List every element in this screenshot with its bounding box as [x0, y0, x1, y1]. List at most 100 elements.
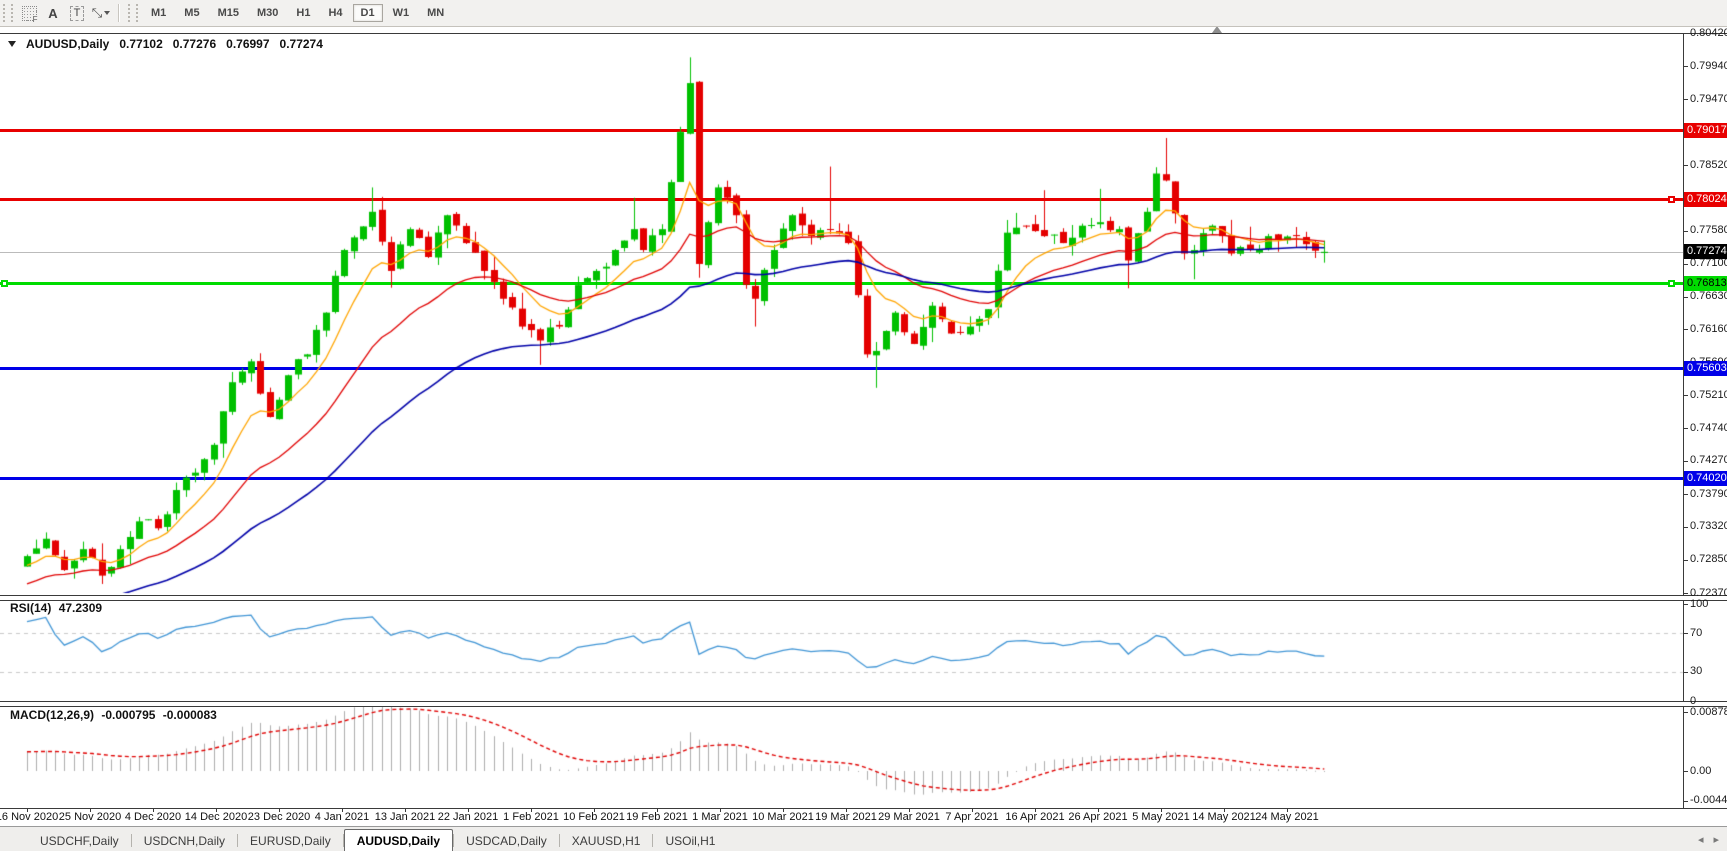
price-axis-label: 0.76630	[1690, 290, 1727, 303]
timeframe-button-m1[interactable]: M1	[151, 7, 167, 19]
macd-axis-tick	[1683, 800, 1688, 802]
symbol-tab-eurusd[interactable]: EURUSD,Daily	[250, 834, 331, 848]
time-axis-label: 16 Apr 2021	[1005, 811, 1065, 823]
time-axis-label: 13 Jan 2021	[374, 811, 436, 823]
price-axis-tick	[1683, 460, 1688, 462]
dropdown-caret-icon	[104, 11, 111, 15]
boxed-t-glyph: T	[69, 5, 85, 21]
tab-separator	[237, 834, 239, 847]
time-axis-label: 23 Dec 2020	[247, 811, 311, 823]
time-axis-tick	[1161, 808, 1162, 812]
text-cursor-icon[interactable]: A	[42, 3, 64, 23]
price-axis-tick	[1683, 526, 1688, 528]
symbol-tab-xauusd[interactable]: XAUUSD,H1	[571, 834, 641, 848]
timeframe-button-m5[interactable]: M5	[184, 7, 200, 19]
symbol-tab-usdcad[interactable]: USDCAD,Daily	[466, 834, 547, 848]
time-axis-tick	[1224, 808, 1225, 812]
price-axis-label: 0.77580	[1690, 224, 1727, 237]
symbol-tab-usdcnh[interactable]: USDCNH,Daily	[143, 834, 226, 848]
time-axis-label: 16 Nov 2020	[0, 811, 59, 823]
tab-separator	[652, 834, 654, 847]
time-axis-tick	[279, 808, 280, 812]
macd-axis-label: -0.004451	[1690, 794, 1727, 807]
symbol-tab-usdchf[interactable]: USDCHF,Daily	[40, 834, 119, 848]
time-axis-label: 14 May 2021	[1192, 811, 1256, 823]
chart-title: AUDUSD,Daily 0.77102 0.77276 0.76997 0.7…	[8, 37, 327, 51]
time-axis-label: 25 Nov 2020	[58, 811, 122, 823]
price-badge-0.74020: 0.74020	[1684, 470, 1727, 486]
timeframe-button-h4[interactable]: H4	[328, 7, 343, 19]
tab-scroll-right-icon[interactable]: ▸	[1713, 834, 1719, 846]
price-axis-tick	[1683, 296, 1688, 298]
time-axis-tick	[90, 808, 91, 812]
time-axis-label: 22 Jan 2021	[437, 811, 499, 823]
timeframe-button-h1[interactable]: H1	[296, 7, 311, 19]
toolbar-grip-2[interactable]	[128, 4, 138, 22]
macd-value: -0.000795	[101, 708, 156, 722]
rsi-axis-tick	[1683, 671, 1688, 673]
rsi-macd-separator[interactable]	[0, 701, 1727, 707]
price-axis-tick	[1683, 559, 1688, 561]
main-rsi-separator[interactable]	[0, 595, 1727, 601]
chart-shift-marker[interactable]	[1212, 26, 1222, 33]
arrows-tool-icon[interactable]: ⤡	[90, 3, 112, 23]
toolbar: F A T ⤡ M1 M5 M15 M30 H1 H4 D1 W1 MN	[0, 0, 1727, 27]
time-axis-tick	[1035, 808, 1036, 812]
toolbar-grip[interactable]	[3, 4, 13, 22]
price-axis-label: 0.77100	[1690, 257, 1727, 270]
time-axis-tick	[216, 808, 217, 812]
grid-f-icon[interactable]: F	[18, 3, 40, 24]
symbol-tab-usoil[interactable]: USOil,H1	[665, 834, 716, 848]
macd-axis-label: 0.00	[1690, 764, 1712, 777]
symbol-tabs: USDCHF,Daily USDCNH,Daily EURUSD,Daily AUDU…	[28, 827, 727, 851]
symbol-dropdown-icon[interactable]	[8, 41, 16, 47]
tab-separator	[453, 834, 455, 847]
tab-scroll-left-icon[interactable]: ◂	[1697, 834, 1704, 846]
timeframe-button-m15[interactable]: M15	[217, 7, 239, 19]
time-axis-label: 19 Feb 2021	[626, 811, 688, 823]
timeframe-button-m30[interactable]: M30	[256, 7, 279, 19]
price-axis-tick	[1683, 99, 1688, 101]
price-badge-0.75603: 0.75603	[1684, 360, 1727, 376]
time-axis-tick	[531, 808, 532, 812]
text-label-icon[interactable]: T	[66, 3, 88, 23]
symbol-tab-audusd[interactable]: AUDUSD,Daily	[343, 829, 454, 851]
price-axis-tick	[1683, 428, 1688, 430]
time-axis-tick	[720, 808, 721, 812]
price-axis-tick	[1683, 165, 1688, 167]
timeframe-button-d1[interactable]: D1	[352, 4, 383, 22]
price-axis-label: 0.79940	[1690, 59, 1727, 72]
time-axis-label: 4 Dec 2020	[124, 811, 182, 823]
tab-scroll-arrows: ◂ ▸	[1698, 833, 1719, 846]
rsi-indicator-label: RSI(14) 47.2309	[10, 601, 106, 615]
macd-indicator-label: MACD(12,26,9) -0.000795 -0.000083	[10, 708, 221, 722]
symbol-tab-bar: USDCHF,Daily USDCNH,Daily EURUSD,Daily AUDU…	[0, 826, 1727, 851]
time-axis-label: 1 Feb 2021	[503, 811, 559, 823]
timeframe-button-mn[interactable]: MN	[427, 7, 445, 19]
ohlc-open: 0.77102	[119, 37, 163, 51]
letter-a-glyph: A	[48, 5, 58, 21]
toolbar-separator	[118, 4, 120, 22]
timeframe-button-w1[interactable]: W1	[392, 7, 410, 19]
time-axis-label: 10 Mar 2021	[752, 811, 814, 823]
time-axis-tick	[1287, 808, 1288, 812]
price-axis-tick	[1683, 33, 1688, 34]
price-axis-tick	[1683, 494, 1688, 496]
macd-axis-tick	[1683, 712, 1688, 713]
macd-name: MACD(12,26,9)	[10, 708, 95, 722]
rsi-axis-tick	[1683, 604, 1688, 605]
tab-separator	[558, 834, 560, 847]
price-axis-label: 0.74740	[1690, 421, 1727, 434]
time-axis-tick	[405, 808, 406, 812]
rsi-value: 47.2309	[58, 601, 103, 615]
price-badge-0.78024: 0.78024	[1684, 192, 1727, 208]
time-axis-label: 4 Jan 2021	[314, 811, 370, 823]
price-axis-tick	[1683, 230, 1688, 232]
ohlc-low: 0.76997	[226, 37, 270, 51]
price-axis-label: 0.75210	[1690, 388, 1727, 401]
time-axis-label: 19 Mar 2021	[815, 811, 877, 823]
price-axis-border	[1683, 33, 1684, 808]
time-axis-label: 5 May 2021	[1132, 811, 1190, 823]
